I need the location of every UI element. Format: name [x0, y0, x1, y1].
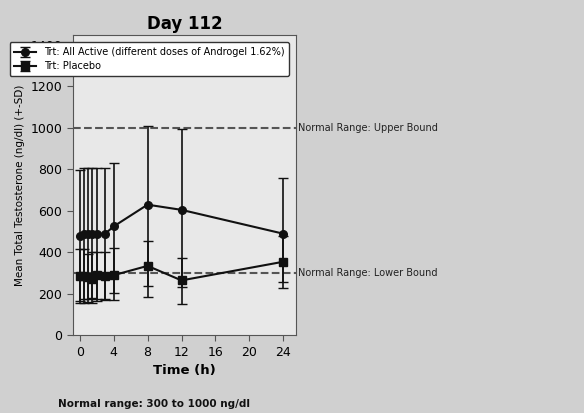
Text: Normal Range: Upper Bound: Normal Range: Upper Bound: [298, 123, 438, 133]
Text: Normal Range: Lower Bound: Normal Range: Lower Bound: [298, 268, 438, 278]
Y-axis label: Mean Total Testosterone (ng/dl) (+-SD): Mean Total Testosterone (ng/dl) (+-SD): [15, 84, 25, 286]
Text: Normal range: 300 to 1000 ng/dl: Normal range: 300 to 1000 ng/dl: [58, 399, 251, 409]
Legend: Trt: All Active (different doses of Androgel 1.62%), Trt: Placebo: Trt: All Active (different doses of Andr…: [9, 43, 289, 76]
X-axis label: Time (h): Time (h): [153, 364, 216, 377]
Title: Day 112: Day 112: [147, 15, 223, 33]
